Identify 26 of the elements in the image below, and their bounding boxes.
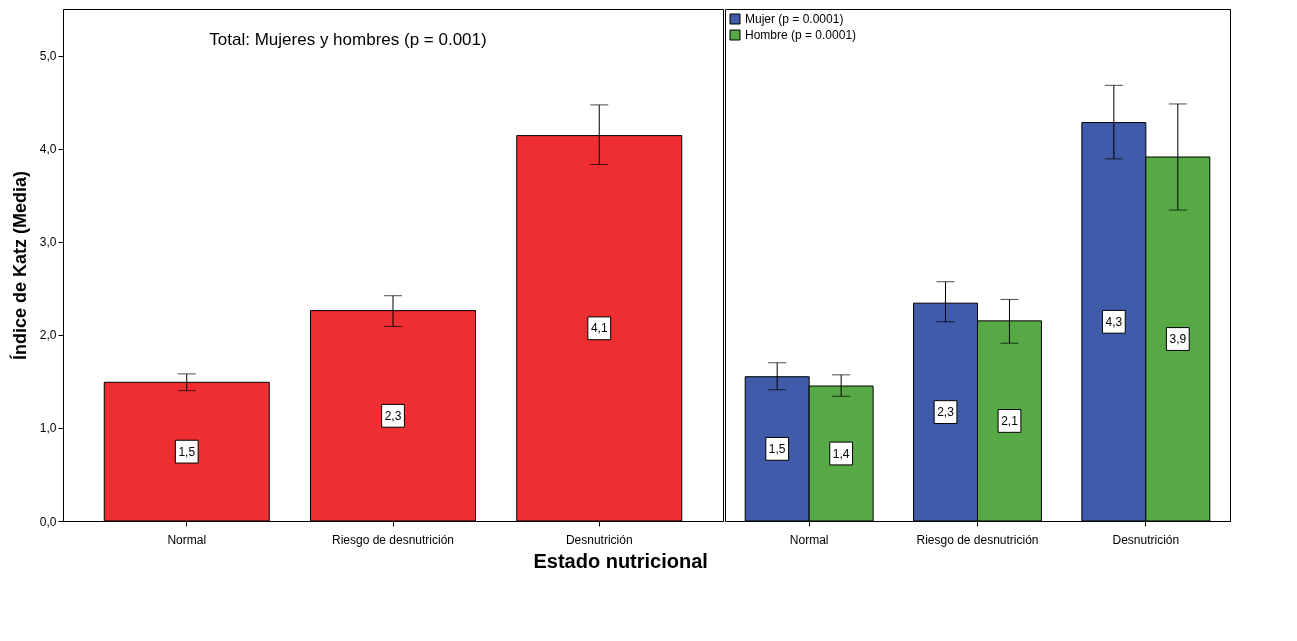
legend-label: Hombre (p = 0.0001) (745, 28, 857, 42)
data-label: 4,3 (1105, 314, 1123, 329)
x-tick-label: Normal (167, 532, 207, 547)
y-tick-label: 5,0 (39, 49, 57, 64)
x-tick-label: Riesgo de desnutrición (916, 532, 1039, 547)
x-tick-label: Desnutrición (1112, 532, 1180, 547)
x-axis-title: Estado nutricional (533, 549, 708, 572)
data-label: 2,3 (384, 408, 402, 423)
y-tick-label: 2,0 (39, 328, 57, 343)
data-label: 1,5 (768, 441, 786, 456)
data-label: 3,9 (1169, 332, 1187, 347)
legend-label: Mujer (p = 0.0001) (745, 12, 844, 26)
data-label: 1,4 (832, 446, 850, 461)
x-tick-label: Normal (789, 532, 829, 547)
x-tick-label: Riesgo de desnutrición (331, 532, 455, 547)
text: Total: Mujeres y hombres (p = 0.001) (209, 30, 487, 49)
data-label: 2,3 (937, 405, 955, 420)
y-tick-label: 1,0 (39, 421, 57, 436)
y-tick-label: 0,0 (39, 514, 57, 529)
data-label: 1,5 (178, 444, 196, 459)
y-axis-title: Índice de Katz (Media) (8, 170, 30, 361)
data-label: 2,1 (1001, 413, 1019, 428)
x-tick-label: Desnutrición (565, 532, 633, 547)
y-tick-label: 3,0 (39, 235, 57, 250)
y-tick-label: 4,0 (39, 142, 57, 157)
data-label: 4,1 (590, 321, 608, 336)
